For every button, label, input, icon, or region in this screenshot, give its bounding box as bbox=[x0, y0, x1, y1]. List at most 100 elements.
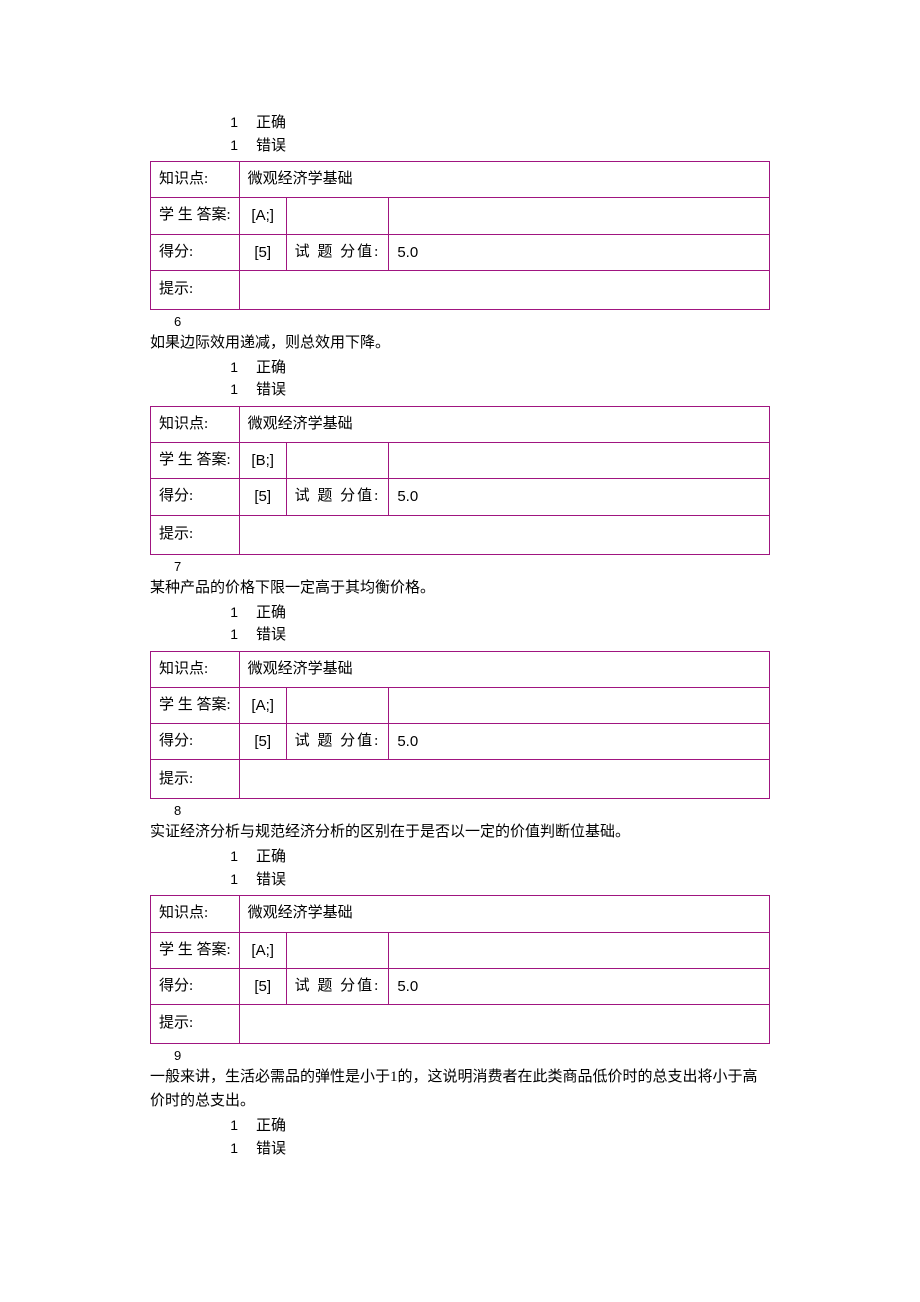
label-score: 得分: bbox=[151, 234, 240, 270]
label-hint: 提示: bbox=[151, 1005, 240, 1044]
empty-cell bbox=[286, 443, 389, 479]
label-hint: 提示: bbox=[151, 515, 240, 554]
option-row: 1 错误 bbox=[150, 869, 770, 892]
table-row: 提示: bbox=[151, 760, 770, 799]
question-options: 1 正确 1 错误 bbox=[150, 846, 770, 891]
label-student-answer: 学 生 答案: bbox=[151, 443, 240, 479]
label-hint: 提示: bbox=[151, 760, 240, 799]
value-knowledge-point: 微观经济学基础 bbox=[239, 406, 769, 442]
option-text-correct: 正确 bbox=[256, 602, 286, 625]
label-knowledge-point: 知识点: bbox=[151, 406, 240, 442]
option-text-correct: 正确 bbox=[256, 1115, 286, 1138]
question-options: 1 正确 1 错误 bbox=[150, 112, 770, 157]
value-hint bbox=[239, 760, 769, 799]
question-number: 8 bbox=[174, 803, 770, 818]
table-row: 得分: [5] 试 题 分值: 5.0 bbox=[151, 724, 770, 760]
question-number: 6 bbox=[174, 314, 770, 329]
empty-cell bbox=[389, 443, 770, 479]
question-number: 7 bbox=[174, 559, 770, 574]
option-text-wrong: 错误 bbox=[256, 1138, 286, 1161]
empty-cell bbox=[389, 687, 770, 723]
option-number: 1 bbox=[150, 135, 256, 156]
value-hint bbox=[239, 270, 769, 309]
value-hint bbox=[239, 1005, 769, 1044]
option-text-wrong: 错误 bbox=[256, 379, 286, 402]
option-row: 1 错误 bbox=[150, 379, 770, 402]
label-knowledge-point: 知识点: bbox=[151, 896, 240, 932]
value-score: [5] bbox=[239, 724, 286, 760]
table-row: 知识点: 微观经济学基础 bbox=[151, 406, 770, 442]
label-score: 得分: bbox=[151, 724, 240, 760]
value-score: [5] bbox=[239, 968, 286, 1004]
answer-table: 知识点: 微观经济学基础 学 生 答案: [A;] 得分: [5] 试 题 分值… bbox=[150, 651, 770, 800]
label-hint: 提示: bbox=[151, 270, 240, 309]
option-text-wrong: 错误 bbox=[256, 135, 286, 158]
table-row: 提示: bbox=[151, 515, 770, 554]
value-knowledge-point: 微观经济学基础 bbox=[239, 651, 769, 687]
option-text-wrong: 错误 bbox=[256, 869, 286, 892]
empty-cell bbox=[286, 932, 389, 968]
value-knowledge-point: 微观经济学基础 bbox=[239, 896, 769, 932]
option-text-correct: 正确 bbox=[256, 846, 286, 869]
answer-table: 知识点: 微观经济学基础 学 生 答案: [A;] 得分: [5] 试 题 分值… bbox=[150, 895, 770, 1044]
label-question-value: 试 题 分值: bbox=[286, 479, 389, 515]
table-row: 知识点: 微观经济学基础 bbox=[151, 896, 770, 932]
table-row: 得分: [5] 试 题 分值: 5.0 bbox=[151, 479, 770, 515]
value-score: [5] bbox=[239, 234, 286, 270]
value-question-value: 5.0 bbox=[389, 479, 770, 515]
label-student-answer: 学 生 答案: bbox=[151, 932, 240, 968]
option-row: 1 错误 bbox=[150, 135, 770, 158]
option-text-wrong: 错误 bbox=[256, 624, 286, 647]
empty-cell bbox=[286, 687, 389, 723]
option-number: 1 bbox=[150, 112, 256, 133]
label-student-answer: 学 生 答案: bbox=[151, 687, 240, 723]
question-text: 一般来讲，生活必需品的弹性是小于1的，这说明消费者在此类商品低价时的总支出将小于… bbox=[150, 1065, 770, 1113]
answer-table: 知识点: 微观经济学基础 学 生 答案: [B;] 得分: [5] 试 题 分值… bbox=[150, 406, 770, 555]
value-question-value: 5.0 bbox=[389, 724, 770, 760]
option-row: 1 正确 bbox=[150, 112, 770, 135]
empty-cell bbox=[389, 932, 770, 968]
label-question-value: 试 题 分值: bbox=[286, 724, 389, 760]
question-options: 1 正确 1 错误 bbox=[150, 1115, 770, 1160]
value-student-answer: [B;] bbox=[239, 443, 286, 479]
value-student-answer: [A;] bbox=[239, 687, 286, 723]
option-row: 1 正确 bbox=[150, 846, 770, 869]
value-student-answer: [A;] bbox=[239, 932, 286, 968]
option-number: 1 bbox=[150, 869, 256, 890]
question-number: 9 bbox=[174, 1048, 770, 1063]
table-row: 知识点: 微观经济学基础 bbox=[151, 651, 770, 687]
option-row: 1 正确 bbox=[150, 602, 770, 625]
label-knowledge-point: 知识点: bbox=[151, 162, 240, 198]
option-row: 1 错误 bbox=[150, 624, 770, 647]
option-row: 1 正确 bbox=[150, 357, 770, 380]
question-options: 1 正确 1 错误 bbox=[150, 357, 770, 402]
label-question-value: 试 题 分值: bbox=[286, 968, 389, 1004]
label-score: 得分: bbox=[151, 968, 240, 1004]
table-row: 得分: [5] 试 题 分值: 5.0 bbox=[151, 234, 770, 270]
question-options: 1 正确 1 错误 bbox=[150, 602, 770, 647]
empty-cell bbox=[286, 198, 389, 234]
option-number: 1 bbox=[150, 846, 256, 867]
table-row: 得分: [5] 试 题 分值: 5.0 bbox=[151, 968, 770, 1004]
value-knowledge-point: 微观经济学基础 bbox=[239, 162, 769, 198]
option-number: 1 bbox=[150, 624, 256, 645]
label-knowledge-point: 知识点: bbox=[151, 651, 240, 687]
question-text: 某种产品的价格下限一定高于其均衡价格。 bbox=[150, 576, 770, 600]
value-score: [5] bbox=[239, 479, 286, 515]
label-score: 得分: bbox=[151, 479, 240, 515]
table-row: 学 生 答案: [A;] bbox=[151, 198, 770, 234]
table-row: 学 生 答案: [B;] bbox=[151, 443, 770, 479]
value-question-value: 5.0 bbox=[389, 234, 770, 270]
document-page: 1 正确 1 错误 知识点: 微观经济学基础 学 生 答案: [A;] 得分: … bbox=[0, 0, 920, 1224]
option-text-correct: 正确 bbox=[256, 112, 286, 135]
table-row: 学 生 答案: [A;] bbox=[151, 687, 770, 723]
option-number: 1 bbox=[150, 602, 256, 623]
label-student-answer: 学 生 答案: bbox=[151, 198, 240, 234]
option-row: 1 错误 bbox=[150, 1138, 770, 1161]
table-row: 提示: bbox=[151, 270, 770, 309]
table-row: 知识点: 微观经济学基础 bbox=[151, 162, 770, 198]
answer-table: 知识点: 微观经济学基础 学 生 答案: [A;] 得分: [5] 试 题 分值… bbox=[150, 161, 770, 310]
table-row: 学 生 答案: [A;] bbox=[151, 932, 770, 968]
value-student-answer: [A;] bbox=[239, 198, 286, 234]
value-hint bbox=[239, 515, 769, 554]
